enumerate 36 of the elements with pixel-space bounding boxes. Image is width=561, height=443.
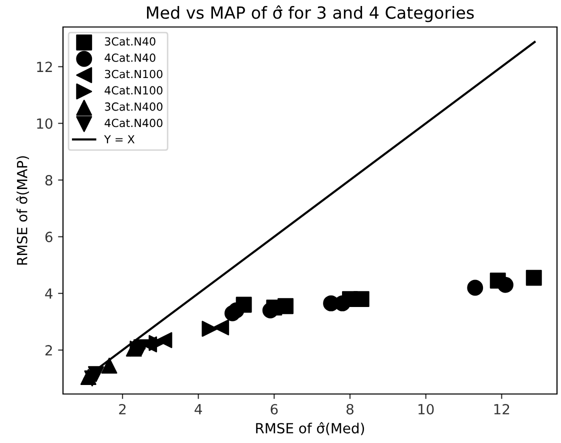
y-tick-label: 12 [37, 62, 52, 72]
point [497, 276, 514, 293]
x-tick-label: 4 [194, 404, 202, 414]
legend-label: 4Cat.N100 [104, 86, 162, 95]
y-tick-label: 10 [37, 118, 52, 129]
point [101, 358, 118, 374]
legend-label: 4Cat.N400 [104, 118, 162, 128]
legend-label: 3Cat.N400 [104, 102, 162, 111]
chart-title: Med vs MAP of σ̂ for 3 and 4 Categories [147, 5, 474, 22]
point [467, 280, 484, 296]
legend-label: Y = X [104, 135, 135, 144]
y-tick-label: 4 [45, 288, 52, 299]
point [134, 339, 150, 356]
legend-label: 3Cat.N40 [104, 37, 156, 46]
x-tick-label: 12 [494, 404, 510, 414]
x-tick-label: 2 [119, 404, 126, 414]
point [126, 340, 142, 357]
point [202, 320, 218, 337]
point [88, 366, 104, 382]
x-tick-label: 10 [418, 404, 434, 414]
legend-label: 3Cat.N100 [104, 70, 162, 78]
point [278, 298, 294, 314]
x-tick-label: 6 [270, 404, 278, 414]
y-tick-label: 8 [45, 175, 52, 186]
x-tick-label: 8 [346, 404, 354, 414]
point [262, 302, 278, 318]
point [228, 302, 244, 318]
point [526, 270, 542, 286]
point [213, 319, 230, 336]
x-axis-title: RMSE of σ̂(Med) [256, 422, 364, 436]
y-tick-label: 6 [45, 232, 52, 242]
point [148, 335, 165, 351]
legend-label: 4Cat.N40 [104, 54, 156, 62]
y-axis-title: RMSE of σ̂(MAP) [16, 156, 29, 265]
y-tick-label: 2 [45, 345, 52, 356]
point [353, 291, 370, 308]
